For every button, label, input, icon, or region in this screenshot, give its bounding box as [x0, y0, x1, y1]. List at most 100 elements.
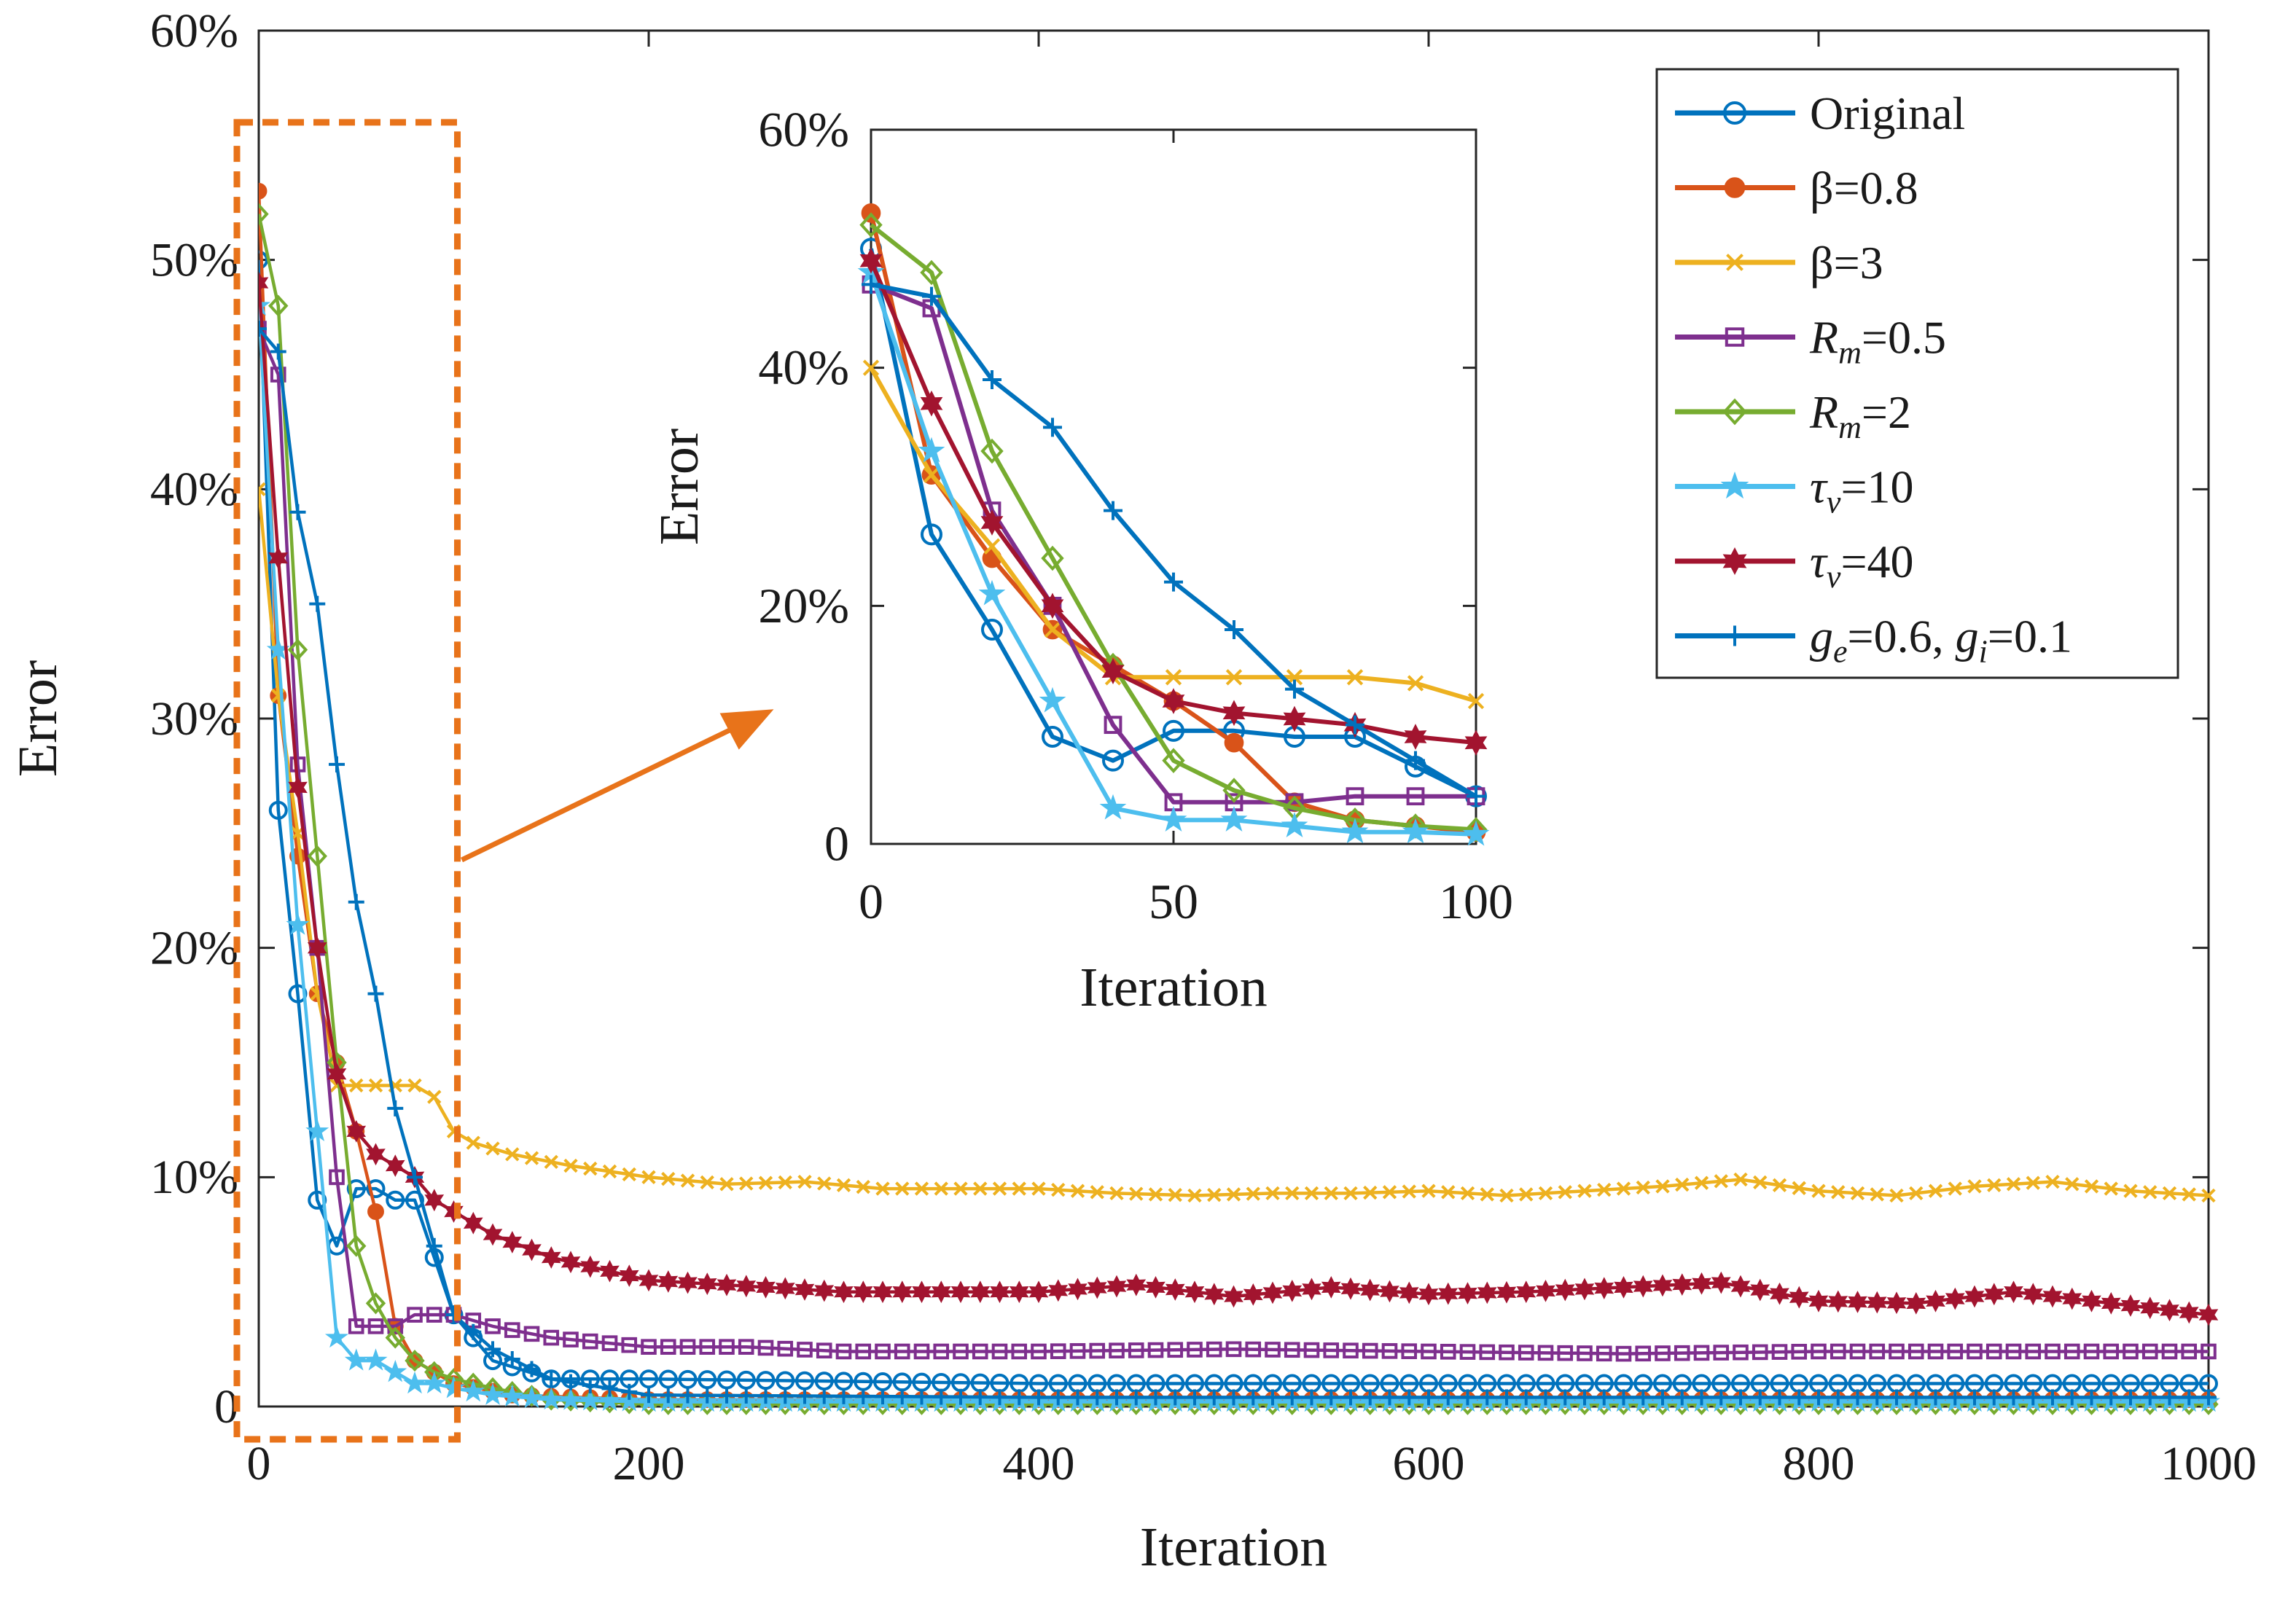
main-point-ge06	[1811, 1389, 1827, 1406]
main-point-tau40	[1204, 1283, 1225, 1306]
main-point-tau40	[1730, 1275, 1751, 1298]
main-point-beta3	[700, 1175, 714, 1190]
main-point-beta3	[1538, 1186, 1553, 1201]
main-point-beta3	[895, 1181, 910, 1196]
main-point-beta08	[367, 1203, 384, 1220]
main-point-tau40	[1945, 1287, 1965, 1310]
main-point-rm05	[699, 1339, 716, 1355]
main-point-beta3	[2065, 1177, 2080, 1192]
main-point-rm05	[679, 1339, 696, 1355]
main-point-rm2	[287, 638, 308, 661]
main-x-axis-label: Iteration	[1140, 1517, 1327, 1578]
main-point-beta3	[1733, 1172, 1748, 1187]
main-point-rm05	[1479, 1344, 1496, 1361]
main-point-tau40	[502, 1231, 523, 1253]
main-series-rm05	[259, 321, 2217, 1362]
main-x-tick-label: 400	[1003, 1437, 1075, 1490]
inset-point-ge06	[1467, 786, 1485, 806]
main-point-rm05	[757, 1339, 774, 1356]
main-point-rm05	[835, 1343, 852, 1360]
inset-point-tau10	[1462, 820, 1490, 846]
main-point-beta08	[259, 182, 268, 200]
inset-point-ge06	[1225, 620, 1243, 639]
main-point-tau10	[364, 1348, 388, 1371]
inset-y-tick-label: 60%	[758, 101, 849, 157]
inset-point-tau40	[920, 390, 943, 417]
main-point-ge06	[1947, 1389, 1964, 1406]
main-point-ge06	[1128, 1389, 1144, 1406]
legend-item-tau40: τv=40	[1675, 536, 1914, 595]
main-point-tau10	[598, 1388, 622, 1412]
main-point-tau10	[520, 1385, 544, 1409]
main-point-ge06	[1518, 1389, 1534, 1406]
main-point-tau40	[1828, 1290, 1848, 1313]
main-y-tick-label: 50%	[150, 233, 238, 286]
main-point-tau40	[424, 1189, 445, 1212]
inset-point-ge06	[1285, 679, 1304, 699]
main-x-tick-label: 1000	[2160, 1437, 2257, 1490]
main-point-rm05	[1128, 1342, 1144, 1358]
main-point-tau40	[1984, 1283, 2004, 1306]
main-point-ge06	[777, 1388, 794, 1404]
main-point-rm05	[1985, 1343, 2002, 1360]
legend-label-subscript: v	[1827, 559, 1841, 595]
main-point-original	[366, 1179, 386, 1199]
main-point-ge06	[329, 756, 345, 772]
main-point-beta3	[1148, 1187, 1163, 1202]
main-point-tau40	[1614, 1276, 1633, 1299]
main-point-ge06	[1537, 1389, 1554, 1406]
main-point-rm05	[407, 1307, 423, 1323]
main-point-rm05	[1206, 1341, 1222, 1358]
main-point-rm05	[719, 1339, 735, 1355]
legend-label-value: =3	[1834, 237, 1883, 289]
main-point-beta3	[2143, 1185, 2158, 1200]
main-point-beta3	[1441, 1185, 1456, 1200]
main-point-beta3	[2123, 1184, 2138, 1198]
main-point-rm05	[1343, 1342, 1359, 1359]
main-point-tau40	[1652, 1274, 1673, 1297]
inset-point-tau40	[1222, 700, 1246, 727]
main-point-tau40	[1477, 1281, 1497, 1304]
main-point-tau40	[1360, 1278, 1381, 1302]
main-point-tau40	[834, 1280, 854, 1304]
main-point-beta3	[1226, 1187, 1241, 1202]
main-point-tau40	[1496, 1280, 1517, 1304]
main-point-rm05	[1733, 1344, 1749, 1361]
main-point-beta3	[1382, 1185, 1397, 1200]
main-point-tau40	[1770, 1282, 1789, 1305]
main-point-rm05	[816, 1342, 832, 1359]
main-point-rm05	[1674, 1345, 1690, 1361]
main-point-beta3	[602, 1164, 617, 1179]
legend-label-beta08: β=0.8	[1810, 163, 1918, 214]
main-point-beta3	[934, 1181, 948, 1196]
main-point-tau40	[1555, 1278, 1575, 1302]
main-point-ge06	[2103, 1389, 2120, 1406]
main-point-rm2	[268, 294, 289, 317]
main-point-ge06	[875, 1388, 891, 1405]
main-point-rm05	[797, 1342, 813, 1358]
main-point-ge06	[1109, 1389, 1125, 1406]
main-point-beta3	[544, 1154, 558, 1170]
main-point-ge06	[1147, 1389, 1164, 1406]
main-point-rm05	[1031, 1343, 1047, 1360]
main-point-rm05	[2201, 1343, 2217, 1360]
main-point-ge06	[1577, 1389, 1593, 1406]
main-point-tau40	[1594, 1277, 1614, 1300]
main-point-tau40	[288, 776, 308, 799]
main-point-ge06	[1771, 1389, 1788, 1406]
main-point-ge06	[2005, 1389, 2022, 1406]
main-point-rm05	[660, 1339, 676, 1355]
legend-label-subscript: m	[1838, 410, 1862, 445]
main-point-ge06	[2025, 1389, 2042, 1406]
main-point-tau40	[1633, 1275, 1653, 1298]
inset-point-tau40	[1162, 688, 1185, 714]
main-point-beta3	[1129, 1186, 1144, 1201]
inset-series-rm2	[859, 212, 1488, 842]
main-point-rm05	[1791, 1343, 1808, 1360]
inset-line-original	[869, 248, 1477, 799]
main-point-ge06	[1206, 1389, 1222, 1406]
inset-point-ge06	[862, 275, 880, 294]
main-point-beta3	[1324, 1186, 1338, 1201]
inset-point-beta3	[1225, 669, 1243, 686]
main-point-rm05	[1869, 1343, 1886, 1360]
